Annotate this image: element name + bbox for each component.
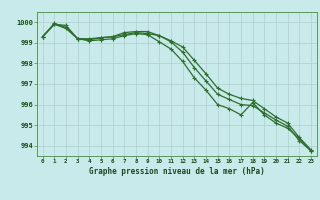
X-axis label: Graphe pression niveau de la mer (hPa): Graphe pression niveau de la mer (hPa) [89, 167, 265, 176]
